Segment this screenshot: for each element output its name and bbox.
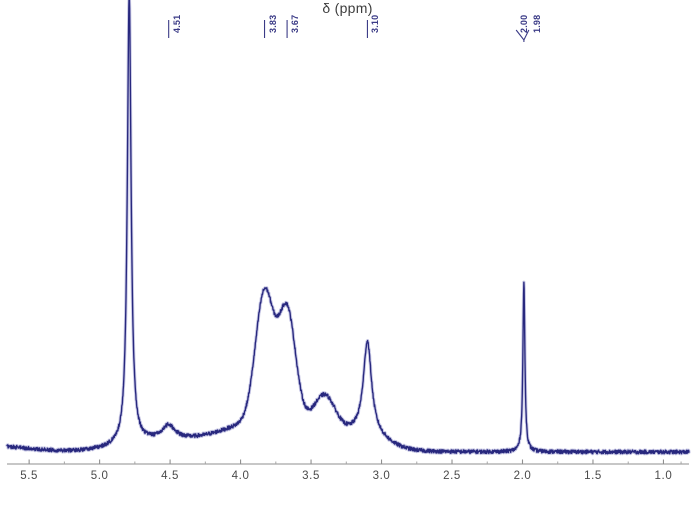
peak-label: 2.00 (519, 14, 530, 33)
axis-tick-label: 3.5 (302, 470, 320, 482)
axis-tick-label: 5.5 (20, 470, 39, 482)
axis-tick-label: 1.0 (654, 470, 673, 482)
axis-tick-label: 2.5 (443, 470, 461, 482)
axis-tick-label: 5.0 (90, 470, 109, 482)
spectrum-trace-halo (5, 0, 691, 456)
axis-tick-label: 3.0 (372, 470, 391, 482)
axis-tick-label: 2.0 (513, 470, 532, 482)
spectrum-trace-layer (5, 0, 691, 456)
peak-label: 3.67 (290, 14, 301, 33)
axis-title: δ (ppm) (322, 0, 373, 16)
peak-label: 3.10 (370, 14, 381, 33)
axis-tick-label: 4.5 (161, 470, 179, 482)
peak-label-ticks (168, 20, 368, 38)
peak-label: 4.51 (171, 14, 182, 33)
axis-tick-label: 4.0 (231, 470, 250, 482)
axis-tick-label: 1.5 (584, 470, 602, 482)
axis-tick-marks (28, 459, 682, 464)
spectrum-trace (6, 0, 690, 455)
peak-label-vee-bracket (515, 29, 530, 42)
peak-label: 3.83 (267, 14, 278, 33)
axis-layer (7, 459, 689, 465)
peak-label: 1.98 (531, 14, 542, 33)
